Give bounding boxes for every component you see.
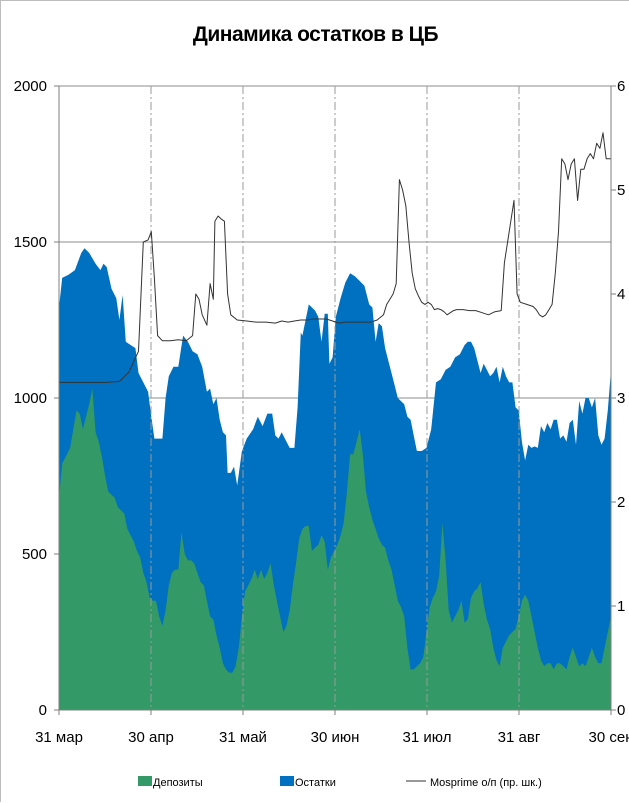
x-tick-label: 30 апр [128, 729, 174, 746]
y-tick-label: 2000 [14, 78, 47, 95]
y-axis-left-ticks: 0 500 1000 1500 2000 [14, 78, 59, 719]
x-tick-label: 31 май [219, 729, 267, 746]
y2-tick-label: 4 [617, 286, 625, 303]
y2-tick-label: 1 [617, 598, 625, 615]
legend-label: Остатки [295, 777, 336, 789]
vertical-gridlines [150, 86, 520, 710]
y-tick-label: 1000 [14, 390, 47, 407]
y-tick-label: 0 [39, 702, 47, 719]
y-axis-right-ticks: 0 1 2 3 4 5 6 [611, 78, 625, 719]
x-tick-label: 31 мар [35, 729, 83, 746]
area-series-area-1 [59, 388, 611, 710]
x-axis-ticks: 31 мар 30 апр 31 май 30 июн 31 июл 31 авг 30 с… [35, 710, 629, 746]
legend-swatch [280, 776, 294, 786]
chart-title: Динамика остатков в ЦБ [192, 23, 439, 46]
area-layer [59, 248, 611, 710]
legend-swatch [138, 776, 152, 786]
y2-tick-label: 5 [617, 182, 625, 199]
x-tick-label: 30 июн [311, 729, 360, 746]
mosprime-line [59, 132, 611, 383]
legend-label: Депозиты [153, 777, 203, 789]
y2-tick-label: 2 [617, 494, 625, 511]
legend-label: Mosprime о/п (пр. шк.) [430, 777, 542, 789]
y-tick-label: 500 [22, 546, 47, 563]
y2-tick-label: 6 [617, 78, 625, 95]
line-layer [59, 132, 611, 383]
x-tick-label: 31 авг [498, 729, 541, 746]
x-tick-label: 30 сен [589, 729, 629, 746]
y2-tick-label: 3 [617, 390, 625, 407]
legend: Депозиты Остатки Mosprime о/п (пр. шк.) [138, 776, 542, 789]
x-tick-label: 31 июл [403, 729, 452, 746]
y-tick-label: 1500 [14, 234, 47, 251]
y2-tick-label: 0 [617, 702, 625, 719]
